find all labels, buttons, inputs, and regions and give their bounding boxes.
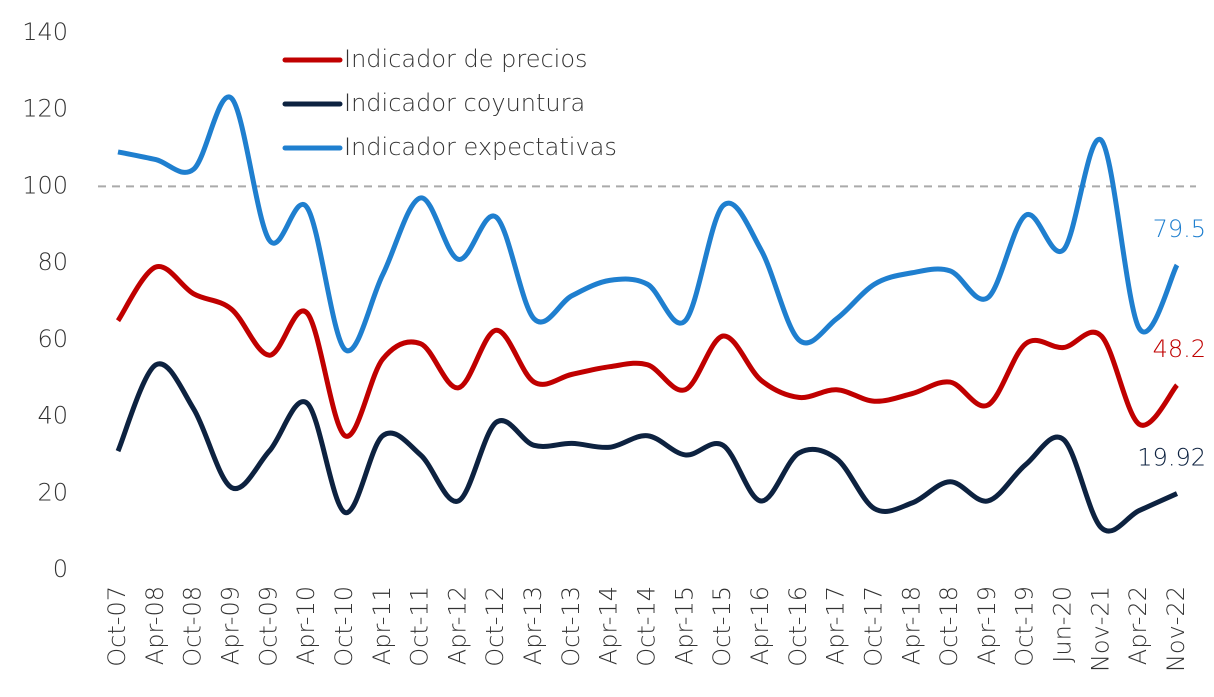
x-tick-label: Apr-08 [141, 586, 169, 665]
x-tick-label: Oct-15 [708, 586, 736, 667]
x-tick-label: Apr-16 [746, 586, 774, 665]
data-label: 79.5 [1153, 215, 1206, 243]
x-tick-label: Apr-13 [519, 586, 547, 665]
x-tick-label: Apr-18 [897, 586, 925, 665]
series-line [117, 94, 1180, 354]
y-tick-label: 120 [22, 95, 68, 123]
x-tick-label: Oct-14 [633, 586, 661, 667]
x-tick-label: Oct-12 [481, 586, 509, 667]
y-tick-label: 20 [37, 478, 68, 506]
x-tick-label: Jun-20 [1049, 586, 1077, 663]
x-tick-label: Nov-22 [1162, 586, 1190, 672]
x-tick-label: Apr-22 [1124, 586, 1152, 665]
x-tick-label: Oct-10 [330, 586, 358, 667]
legend-label: Indicador expectativas [344, 133, 617, 161]
x-tick-label: Apr-19 [973, 586, 1001, 665]
legend-label: Indicador coyuntura [344, 89, 585, 117]
x-tick-label: Oct-09 [254, 586, 282, 667]
y-tick-label: 80 [37, 248, 68, 276]
x-tick-label: Nov-21 [1086, 586, 1114, 672]
data-label: 19.92 [1137, 444, 1206, 472]
y-tick-label: 60 [37, 325, 68, 353]
x-tick-label: Apr-12 [443, 586, 471, 665]
x-tick-label: Oct-07 [103, 586, 131, 667]
series-line [115, 264, 1179, 439]
x-tick-label: Oct-17 [859, 586, 887, 667]
x-tick-label: Apr-17 [822, 586, 850, 665]
x-tick-label: Apr-11 [368, 586, 396, 665]
x-tick-label: Apr-09 [216, 586, 244, 665]
y-tick-label: 0 [53, 555, 68, 583]
x-tick-label: Oct-16 [784, 586, 812, 667]
x-tick-label: Oct-18 [935, 586, 963, 667]
x-tick-label: Oct-11 [406, 586, 434, 667]
y-tick-label: 140 [22, 18, 68, 46]
y-tick-label: 40 [37, 402, 68, 430]
x-tick-label: Apr-10 [292, 586, 320, 665]
series-line [115, 361, 1179, 534]
x-tick-label: Oct-19 [1011, 586, 1039, 667]
x-tick-label: Oct-08 [179, 586, 207, 667]
x-tick-label: Apr-15 [670, 586, 698, 665]
legend-label: Indicador de precios [344, 45, 588, 73]
x-tick-label: Oct-13 [557, 586, 585, 667]
x-tick-label: Apr-14 [595, 586, 623, 665]
data-label: 48.2 [1153, 335, 1206, 363]
y-tick-label: 100 [22, 171, 68, 199]
